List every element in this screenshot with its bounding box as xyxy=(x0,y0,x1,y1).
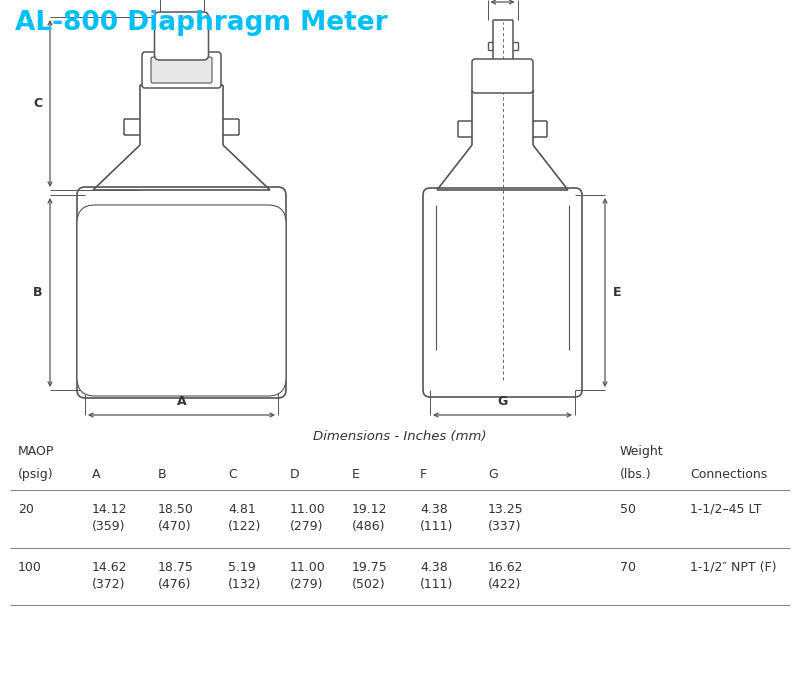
Text: AL-800 Diaphragm Meter: AL-800 Diaphragm Meter xyxy=(15,10,388,36)
FancyBboxPatch shape xyxy=(142,52,221,88)
Text: 14.12: 14.12 xyxy=(92,503,127,516)
Text: MAOP: MAOP xyxy=(18,445,54,458)
Text: A: A xyxy=(92,468,101,481)
Text: (279): (279) xyxy=(290,520,323,533)
Text: (486): (486) xyxy=(352,520,386,533)
Text: (359): (359) xyxy=(92,520,126,533)
Text: (132): (132) xyxy=(228,578,262,591)
Text: (372): (372) xyxy=(92,578,126,591)
Text: 100: 100 xyxy=(18,561,42,574)
Text: (502): (502) xyxy=(352,578,386,591)
Text: E: E xyxy=(613,286,622,299)
Text: 4.38: 4.38 xyxy=(420,503,448,516)
FancyBboxPatch shape xyxy=(151,57,212,83)
FancyBboxPatch shape xyxy=(77,187,286,398)
Text: 16.62: 16.62 xyxy=(488,561,523,574)
FancyBboxPatch shape xyxy=(77,205,286,396)
FancyBboxPatch shape xyxy=(154,12,209,60)
Text: (279): (279) xyxy=(290,578,323,591)
Text: B: B xyxy=(158,468,166,481)
Text: 4.38: 4.38 xyxy=(420,561,448,574)
Text: Connections: Connections xyxy=(690,468,767,481)
FancyBboxPatch shape xyxy=(472,59,533,93)
Text: E: E xyxy=(352,468,360,481)
Text: 1-1/2–45 LT: 1-1/2–45 LT xyxy=(690,503,762,516)
Text: G: G xyxy=(498,395,508,408)
Text: 18.75: 18.75 xyxy=(158,561,194,574)
Text: 20: 20 xyxy=(18,503,34,516)
Text: Dimensions - Inches (mm): Dimensions - Inches (mm) xyxy=(314,430,486,443)
Text: (111): (111) xyxy=(420,520,454,533)
Text: 1-1/2″ NPT (F): 1-1/2″ NPT (F) xyxy=(690,561,777,574)
Text: F: F xyxy=(420,468,427,481)
FancyBboxPatch shape xyxy=(423,188,582,397)
Text: (470): (470) xyxy=(158,520,192,533)
Text: C: C xyxy=(228,468,237,481)
Text: (422): (422) xyxy=(488,578,522,591)
Text: G: G xyxy=(488,468,498,481)
Text: C: C xyxy=(33,97,42,110)
Text: 18.50: 18.50 xyxy=(158,503,194,516)
Text: 19.12: 19.12 xyxy=(352,503,387,516)
Text: B: B xyxy=(33,286,42,299)
Text: A: A xyxy=(177,395,186,408)
Text: 14.62: 14.62 xyxy=(92,561,127,574)
Text: 50: 50 xyxy=(620,503,636,516)
Text: 11.00: 11.00 xyxy=(290,503,326,516)
Text: Weight: Weight xyxy=(620,445,664,458)
Text: (lbs.): (lbs.) xyxy=(620,468,652,481)
Text: 19.75: 19.75 xyxy=(352,561,388,574)
Text: (psig): (psig) xyxy=(18,468,54,481)
Text: (476): (476) xyxy=(158,578,191,591)
Text: 11.00: 11.00 xyxy=(290,561,326,574)
Text: 4.81: 4.81 xyxy=(228,503,256,516)
Text: (111): (111) xyxy=(420,578,454,591)
Text: (122): (122) xyxy=(228,520,262,533)
Text: 13.25: 13.25 xyxy=(488,503,524,516)
Text: 70: 70 xyxy=(620,561,636,574)
Text: D: D xyxy=(290,468,300,481)
Text: (337): (337) xyxy=(488,520,522,533)
Text: 5.19: 5.19 xyxy=(228,561,256,574)
